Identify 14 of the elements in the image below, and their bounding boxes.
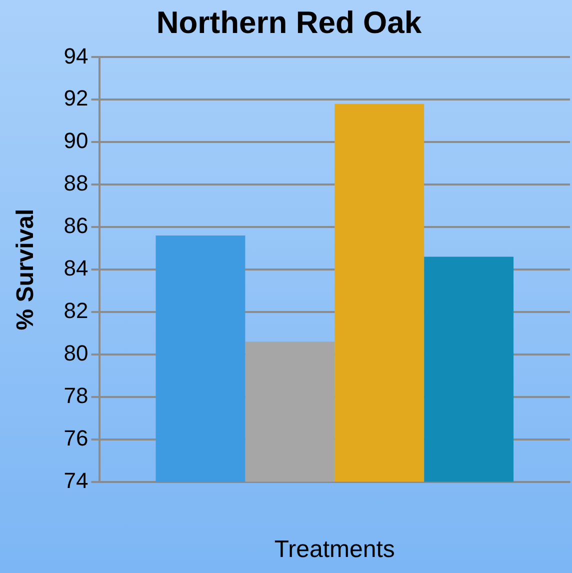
y-tick-label: 74 <box>64 468 88 493</box>
y-tick-label: 78 <box>64 382 88 408</box>
y-tick-label: 84 <box>64 256 88 281</box>
y-tick-label: 82 <box>64 298 88 324</box>
y-tick-label: 86 <box>64 213 88 238</box>
y-tick-label: 80 <box>64 340 88 366</box>
y-tick-label: 94 <box>64 43 88 68</box>
x-axis-title: Treatments <box>274 536 395 564</box>
y-tick-label: 92 <box>64 86 88 111</box>
y-tick-label: 90 <box>64 128 88 154</box>
y-tick-label: 88 <box>64 170 88 196</box>
chart-title: Northern Red Oak <box>156 5 422 40</box>
y-tick-label: 76 <box>64 425 88 450</box>
y-axis-title: % Survival <box>12 208 40 330</box>
